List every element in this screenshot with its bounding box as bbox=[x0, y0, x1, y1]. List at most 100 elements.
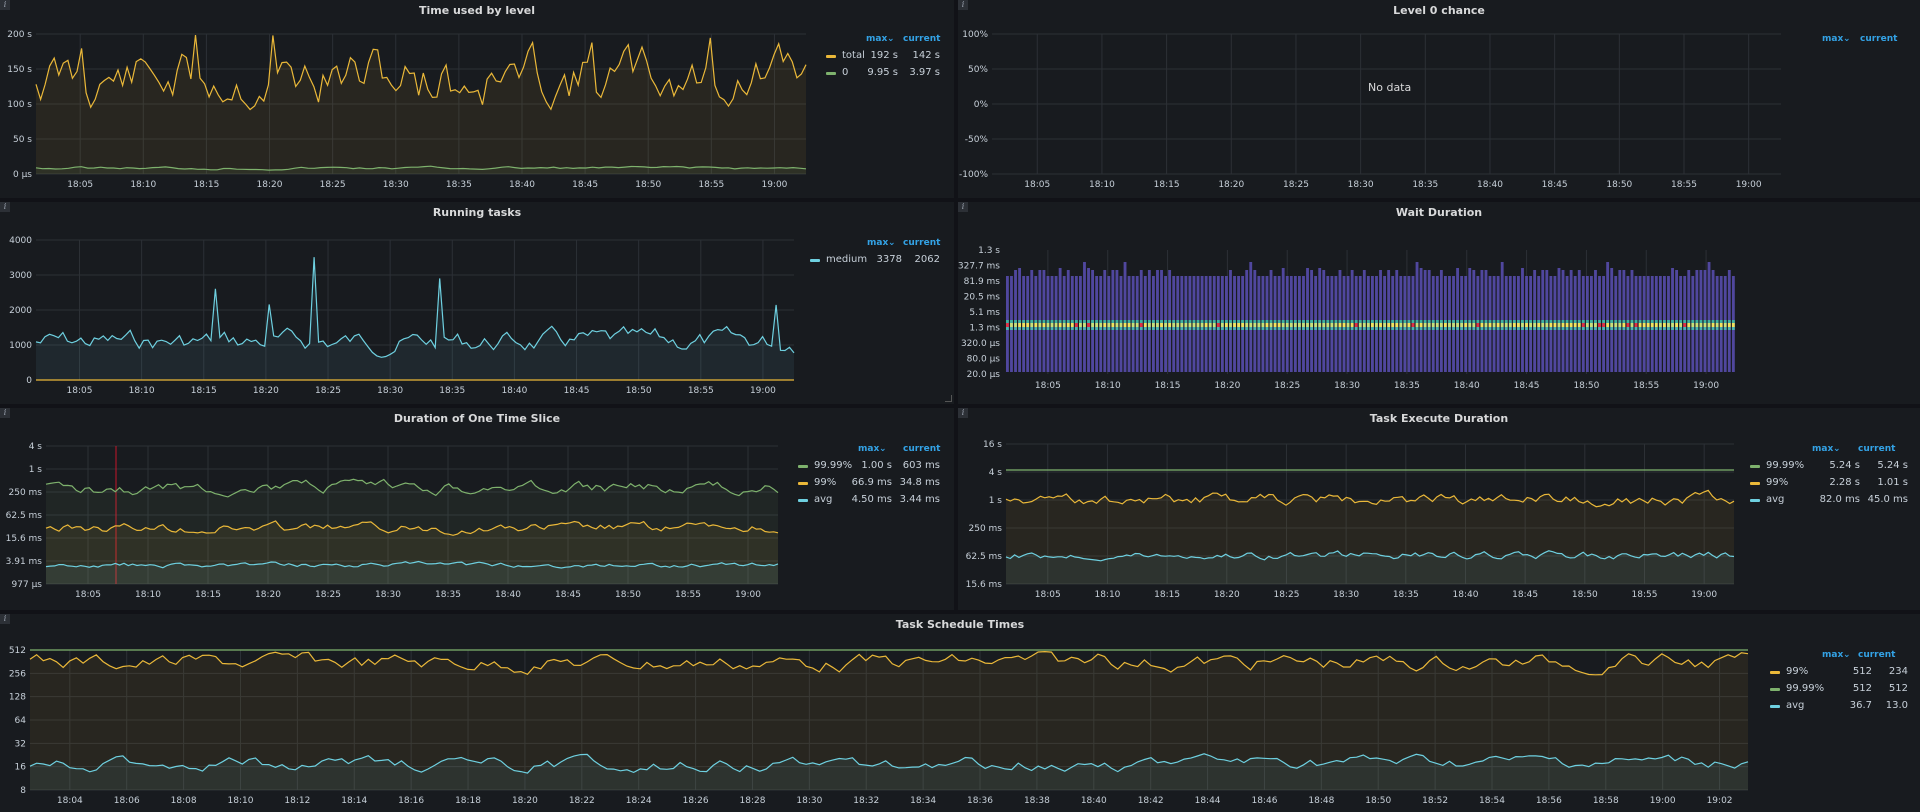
chevron-down-icon[interactable]: ⌄ bbox=[1843, 650, 1851, 660]
chevron-down-icon[interactable]: ⌄ bbox=[1843, 34, 1851, 44]
info-icon[interactable]: i bbox=[958, 408, 968, 418]
heatmap-cell bbox=[1658, 323, 1662, 327]
panel-title[interactable]: Task Schedule Times bbox=[895, 618, 1025, 631]
heatmap-cell bbox=[1131, 327, 1135, 330]
heatmap-cell bbox=[1383, 320, 1387, 323]
heatmap-cell bbox=[1606, 320, 1610, 323]
info-icon[interactable]: i bbox=[0, 202, 10, 212]
heatmap-cell bbox=[1261, 323, 1265, 327]
heatmap-cell bbox=[1184, 323, 1188, 327]
legend-item-medium[interactable]: medium 3378 2062 bbox=[810, 253, 946, 269]
legend-item-avg[interactable]: avg 36.7 13.0 bbox=[1770, 699, 1914, 715]
legend-max-header[interactable]: max bbox=[1812, 444, 1834, 454]
heatmap-cell bbox=[1444, 320, 1447, 323]
heatmap-cell bbox=[1285, 323, 1289, 327]
heatmap-cell bbox=[1606, 323, 1610, 327]
legend-current-header[interactable]: current bbox=[1860, 34, 1898, 44]
heatmap-cell bbox=[1553, 327, 1557, 330]
time-used-chart[interactable]: 200 s 150 s 100 s 50 s 0 µs 18:05 18:10 18:15 18… bbox=[0, 0, 820, 198]
heatmap-cell bbox=[1168, 320, 1172, 323]
y-tick-label: 5.1 ms bbox=[969, 308, 1000, 318]
level-0-chart[interactable]: 100% 50% 0% -50% -100% 18:05 18:10 18:15 18:20 18… bbox=[958, 0, 1788, 198]
heatmap-cell bbox=[1444, 327, 1447, 330]
panel-title[interactable]: Wait Duration bbox=[1395, 206, 1483, 219]
y-tick-label: 8 bbox=[20, 786, 26, 796]
heatmap-cell bbox=[1119, 323, 1123, 327]
heatmap-cell bbox=[1407, 323, 1411, 327]
heatmap-cell bbox=[1010, 327, 1013, 330]
legend-item-total[interactable]: total 192 s 142 s bbox=[826, 49, 946, 65]
heatmap-cell bbox=[1350, 323, 1354, 327]
panel-title[interactable]: Task Execute Duration bbox=[1369, 412, 1509, 425]
info-icon[interactable]: i bbox=[0, 614, 10, 624]
heatmap-cell bbox=[1293, 320, 1297, 323]
heatmap-cell bbox=[1216, 323, 1220, 327]
heatmap-cell bbox=[1468, 327, 1472, 330]
legend-max-header[interactable]: max bbox=[1822, 650, 1844, 660]
legend-item-99[interactable]: 99% 66.9 ms 34.8 ms bbox=[798, 476, 948, 492]
resize-handle[interactable] bbox=[945, 395, 952, 402]
legend-item-99-99[interactable]: 99.99% 1.00 s 603 ms bbox=[798, 459, 948, 475]
heatmap-cell bbox=[1391, 327, 1395, 330]
legend-item-99-99[interactable]: 99.99% 5.24 s 5.24 s bbox=[1750, 459, 1916, 475]
heatmap-cell bbox=[1237, 327, 1241, 330]
task-schedule-chart[interactable]: 512 256 128 64 32 16 8 18:04 18:06 18:08 18:10 18:1… bbox=[0, 614, 1750, 812]
legend-max-header[interactable]: max bbox=[858, 444, 880, 454]
chevron-down-icon[interactable]: ⌄ bbox=[1833, 444, 1841, 454]
legend-item-99[interactable]: 99% 2.28 s 1.01 s bbox=[1750, 476, 1916, 492]
legend-current-header[interactable]: current bbox=[903, 34, 941, 44]
heatmap-cell bbox=[1610, 327, 1614, 330]
panel-title[interactable]: Level 0 chance bbox=[1393, 4, 1485, 17]
info-icon[interactable]: i bbox=[958, 202, 968, 212]
chevron-down-icon[interactable]: ⌄ bbox=[879, 444, 887, 454]
panel-title[interactable]: Time used by level bbox=[418, 4, 536, 17]
heatmap-cell bbox=[1711, 327, 1715, 330]
legend-max-header[interactable]: max bbox=[866, 34, 888, 44]
legend-max-header[interactable]: max bbox=[867, 238, 889, 248]
legend-item-0[interactable]: 0 9.95 s 3.97 s bbox=[826, 66, 946, 82]
legend-current-header[interactable]: current bbox=[1858, 650, 1896, 660]
info-icon[interactable]: i bbox=[0, 408, 10, 418]
legend-item-99[interactable]: 99% 512 234 bbox=[1770, 665, 1914, 681]
legend-current-header[interactable]: current bbox=[1858, 444, 1896, 454]
heatmap-cell bbox=[1395, 323, 1399, 327]
legend-current-header[interactable]: current bbox=[903, 444, 941, 454]
x-tick-label: 18:10 bbox=[129, 386, 155, 396]
chevron-down-icon[interactable]: ⌄ bbox=[887, 34, 895, 44]
heatmap-cell bbox=[1683, 327, 1687, 330]
legend-current-header[interactable]: current bbox=[903, 238, 941, 248]
legend-item-avg[interactable]: avg 4.50 ms 3.44 ms bbox=[798, 493, 948, 509]
panel-title[interactable]: Duration of One Time Slice bbox=[393, 412, 561, 425]
legend-item-99-99[interactable]: 99.99% 512 512 bbox=[1770, 682, 1914, 698]
heatmap-cell bbox=[1375, 327, 1378, 330]
heatmap-cell bbox=[1302, 320, 1305, 323]
x-tick-label: 18:04 bbox=[57, 796, 83, 806]
running-tasks-chart[interactable]: 4000 3000 2000 1000 0 18:05 18:10 18:15 18:20 18:… bbox=[0, 202, 800, 404]
wait-duration-heatmap[interactable]: 1.3 s 327.7 ms 81.9 ms 20.5 ms 5.1 ms 1.3 ms 3… bbox=[958, 202, 1920, 404]
legend-item-avg[interactable]: avg 82.0 ms 45.0 ms bbox=[1750, 493, 1916, 509]
heatmap-cell bbox=[1318, 320, 1322, 323]
chevron-down-icon[interactable]: ⌄ bbox=[888, 238, 896, 248]
heatmap-cell bbox=[1123, 262, 1127, 372]
heatmap-cell bbox=[1083, 327, 1086, 330]
legend-max-header[interactable]: max bbox=[1822, 34, 1844, 44]
panel-title[interactable]: Running tasks bbox=[432, 206, 522, 219]
series-99-99-line bbox=[45, 478, 779, 498]
series-avg-line bbox=[1005, 550, 1735, 562]
info-icon[interactable]: i bbox=[0, 0, 10, 10]
y-tick-label: 20.0 µs bbox=[967, 370, 1001, 380]
y-tick-label: 100 s bbox=[7, 100, 32, 110]
time-slice-chart[interactable]: 4 s 1 s 250 ms 62.5 ms 15.6 ms 3.91 ms 977 µs 1… bbox=[0, 408, 790, 610]
x-tick-label: 18:55 bbox=[1671, 180, 1697, 190]
heatmap-cell bbox=[1273, 323, 1277, 327]
heatmap-cell bbox=[1496, 327, 1500, 330]
info-icon[interactable]: i bbox=[958, 0, 968, 10]
heatmap-cell bbox=[1180, 320, 1184, 323]
series-avg-line bbox=[29, 753, 1749, 774]
y-tick-label: -100% bbox=[959, 170, 988, 180]
heatmap-cell bbox=[1549, 323, 1553, 327]
y-tick-label: 200 s bbox=[7, 30, 32, 40]
heatmap-cell bbox=[1245, 323, 1249, 327]
heatmap-cell bbox=[1249, 262, 1253, 372]
task-execute-chart[interactable]: 16 s 4 s 1 s 250 ms 62.5 ms 15.6 ms 18:05 18:10… bbox=[958, 408, 1738, 610]
